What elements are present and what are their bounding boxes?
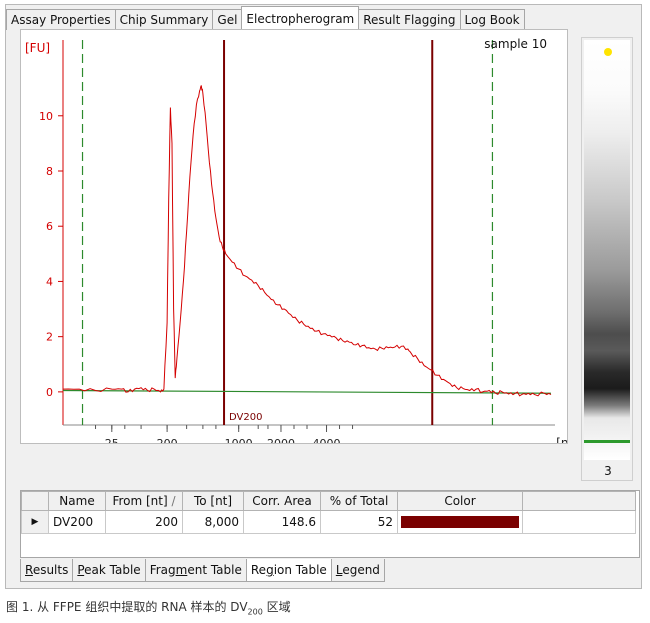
top-tab-bar: Assay Properties Chip Summary Gel Electr…: [6, 5, 525, 30]
col-color-header[interactable]: Color: [397, 491, 523, 511]
tab-assay-properties[interactable]: Assay Properties: [6, 9, 116, 30]
cell-corr-area: 148.6: [243, 510, 321, 534]
region-label: DV200: [229, 412, 262, 423]
col-corr-area-header[interactable]: Corr. Area: [243, 491, 321, 511]
cell-empty: [522, 510, 636, 534]
region-table: Name From [nt] / To [nt] Corr. Area % of…: [20, 490, 640, 558]
y-tick-label: 6: [46, 220, 53, 233]
region-table-header: Name From [nt] / To [nt] Corr. Area % of…: [21, 491, 636, 511]
cell-color[interactable]: [397, 510, 523, 534]
col-name-header[interactable]: Name: [48, 491, 106, 511]
x-axis-label: [nt]: [556, 436, 567, 443]
gel-lower-marker-band: [584, 440, 630, 443]
x-tick-label: 2000: [267, 437, 295, 443]
y-tick-label: 10: [39, 110, 53, 123]
tab-fragment-table[interactable]: Fragment Table: [144, 559, 247, 582]
cell-from[interactable]: 200: [105, 510, 183, 534]
electropherogram-plot[interactable]: 0 2 4 6 8 10 25 200 1000 2000 4000 [FU] [nt] sample 1…: [20, 29, 578, 450]
tab-region-table[interactable]: Region Table: [245, 559, 332, 582]
row-selector-header: [21, 491, 49, 511]
y-axis-label: [FU]: [25, 41, 50, 55]
x-tick-label: 4000: [313, 437, 341, 443]
gel-lane-number: 3: [604, 464, 612, 478]
electropherogram-trace: [62, 85, 552, 397]
col-from-header[interactable]: From [nt] /: [105, 491, 183, 511]
col-pct-total-header[interactable]: % of Total: [320, 491, 398, 511]
region-color-swatch[interactable]: [401, 516, 519, 528]
gel-lane-image: [584, 40, 630, 460]
figure-caption: 图 1. 从 FFPE 组织中提取的 RNA 样本的 DV200 区域: [6, 600, 291, 617]
cell-to[interactable]: 8,000: [182, 510, 244, 534]
tab-result-flagging[interactable]: Result Flagging: [358, 9, 461, 30]
tab-electropherogram[interactable]: Electropherogram: [241, 6, 360, 30]
tab-chip-summary[interactable]: Chip Summary: [114, 9, 214, 30]
bottom-tab-bar: Results Peak Table Fragment Table Region…: [20, 559, 385, 582]
y-tick-label: 2: [46, 331, 53, 344]
x-tick-label: 1000: [225, 437, 253, 443]
tab-legend[interactable]: Legend: [330, 559, 385, 582]
tab-log-book[interactable]: Log Book: [459, 9, 525, 30]
cell-pct-total: 52: [320, 510, 398, 534]
row-pointer-icon: ▶: [21, 510, 49, 534]
gel-lane-panel[interactable]: 3: [581, 37, 633, 481]
table-row[interactable]: ▶ DV200 200 8,000 148.6 52: [21, 510, 636, 534]
electropherogram-svg: 0 2 4 6 8 10 25 200 1000 2000 4000 [FU] [nt] sample 1…: [25, 37, 578, 450]
y-tick-label: 4: [46, 275, 53, 288]
y-tick-label: 8: [46, 165, 53, 178]
x-tick-label: 200: [157, 437, 178, 443]
x-tick-label: 25: [105, 437, 119, 443]
sample-title: sample 10: [484, 37, 547, 51]
tab-peak-table[interactable]: Peak Table: [72, 559, 146, 582]
cell-name[interactable]: DV200: [48, 510, 106, 534]
col-to-header[interactable]: To [nt]: [182, 491, 244, 511]
y-tick-label: 0: [46, 386, 53, 399]
tab-results[interactable]: Results: [20, 559, 74, 582]
col-empty-header: [522, 491, 636, 511]
gel-marker-dot: [604, 48, 612, 56]
baseline-line: [62, 389, 552, 394]
bioanalyzer-window: Assay Properties Chip Summary Gel Electr…: [5, 4, 642, 589]
tab-gel[interactable]: Gel: [212, 9, 243, 30]
